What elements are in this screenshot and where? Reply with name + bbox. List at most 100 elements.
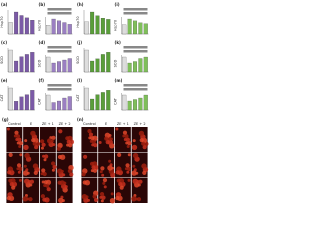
bar — [8, 22, 13, 35]
panel-label: (g) — [2, 117, 9, 122]
cell — [67, 168, 72, 174]
cell — [32, 163, 39, 169]
cell — [122, 134, 126, 138]
cell — [118, 182, 123, 187]
bar — [133, 61, 137, 73]
cell — [125, 141, 129, 145]
cell — [81, 172, 86, 177]
bar — [46, 25, 51, 35]
bar — [100, 18, 105, 35]
bar — [90, 11, 95, 35]
cell — [132, 152, 139, 159]
cell — [141, 163, 147, 169]
blot-band — [123, 8, 148, 11]
column-label: Control — [8, 122, 21, 126]
cell — [99, 170, 103, 174]
bar — [143, 56, 148, 73]
cell — [40, 146, 44, 150]
cell — [58, 197, 64, 204]
column-label: E — [105, 122, 107, 126]
cell — [124, 134, 129, 139]
bar — [14, 11, 19, 35]
cell — [18, 178, 22, 182]
blot-band — [123, 88, 148, 91]
cell — [33, 170, 38, 175]
blot-band — [47, 84, 72, 87]
cell — [66, 139, 71, 144]
cell — [136, 197, 142, 202]
cell — [24, 139, 28, 143]
bar — [127, 18, 132, 35]
cell — [115, 127, 119, 131]
blot-band — [123, 46, 148, 49]
bar — [19, 56, 24, 73]
bar — [30, 52, 35, 73]
cell — [47, 138, 53, 144]
bar — [138, 97, 143, 111]
y-axis-label: Hsp70 — [114, 20, 118, 31]
cell — [88, 136, 92, 140]
bar — [138, 22, 143, 35]
cell — [131, 144, 138, 151]
column-label: ZE + 1 — [117, 122, 129, 126]
bar — [19, 96, 24, 111]
cell — [102, 178, 108, 183]
panel-label: (b) — [39, 2, 46, 7]
column-label: E — [30, 122, 32, 126]
y-axis-label: Hsp70 — [0, 16, 4, 27]
cell — [57, 154, 63, 160]
bar — [84, 49, 89, 73]
cell — [22, 170, 29, 176]
panel-label: (h) — [77, 2, 84, 7]
cell — [101, 195, 106, 200]
panel-label: (k) — [115, 40, 121, 45]
cell — [115, 196, 120, 201]
cell — [110, 192, 114, 196]
y-axis-label: SOD — [0, 56, 4, 64]
cell — [101, 173, 105, 177]
y-axis-label: SOD — [114, 59, 118, 67]
cell — [87, 129, 92, 134]
blot-band — [47, 12, 72, 15]
y-axis-label: CAT — [76, 94, 80, 102]
cell — [56, 146, 62, 151]
cell — [51, 168, 55, 172]
cell — [88, 132, 94, 137]
cell — [91, 143, 95, 147]
bar — [133, 20, 137, 35]
cell — [57, 180, 62, 185]
cell — [123, 138, 127, 141]
cell — [44, 154, 49, 159]
cell — [81, 194, 88, 200]
cell — [41, 142, 46, 147]
cell — [41, 180, 45, 184]
cell — [57, 168, 63, 174]
cell — [89, 139, 93, 143]
cell — [92, 168, 98, 173]
cell — [109, 198, 116, 204]
bar — [106, 90, 111, 111]
cell — [23, 144, 29, 151]
cell — [6, 127, 10, 131]
blot-band — [123, 12, 148, 15]
cell — [125, 163, 130, 168]
blot-band — [47, 8, 72, 11]
panel-label: (n) — [77, 117, 84, 122]
cell — [69, 172, 74, 177]
cell — [92, 194, 97, 199]
panel-label: (m) — [115, 78, 123, 83]
bar — [8, 49, 13, 73]
cell — [16, 163, 22, 168]
cell — [138, 130, 145, 137]
bar — [95, 15, 100, 35]
bar — [14, 101, 19, 111]
column-label: ZE + 2 — [59, 122, 71, 126]
bar — [62, 97, 67, 111]
cell — [127, 153, 131, 157]
cell — [16, 141, 20, 145]
panel-label: (j) — [77, 40, 82, 45]
cell — [40, 139, 45, 144]
cell — [30, 130, 36, 137]
cell — [132, 139, 136, 143]
cell — [90, 136, 95, 141]
